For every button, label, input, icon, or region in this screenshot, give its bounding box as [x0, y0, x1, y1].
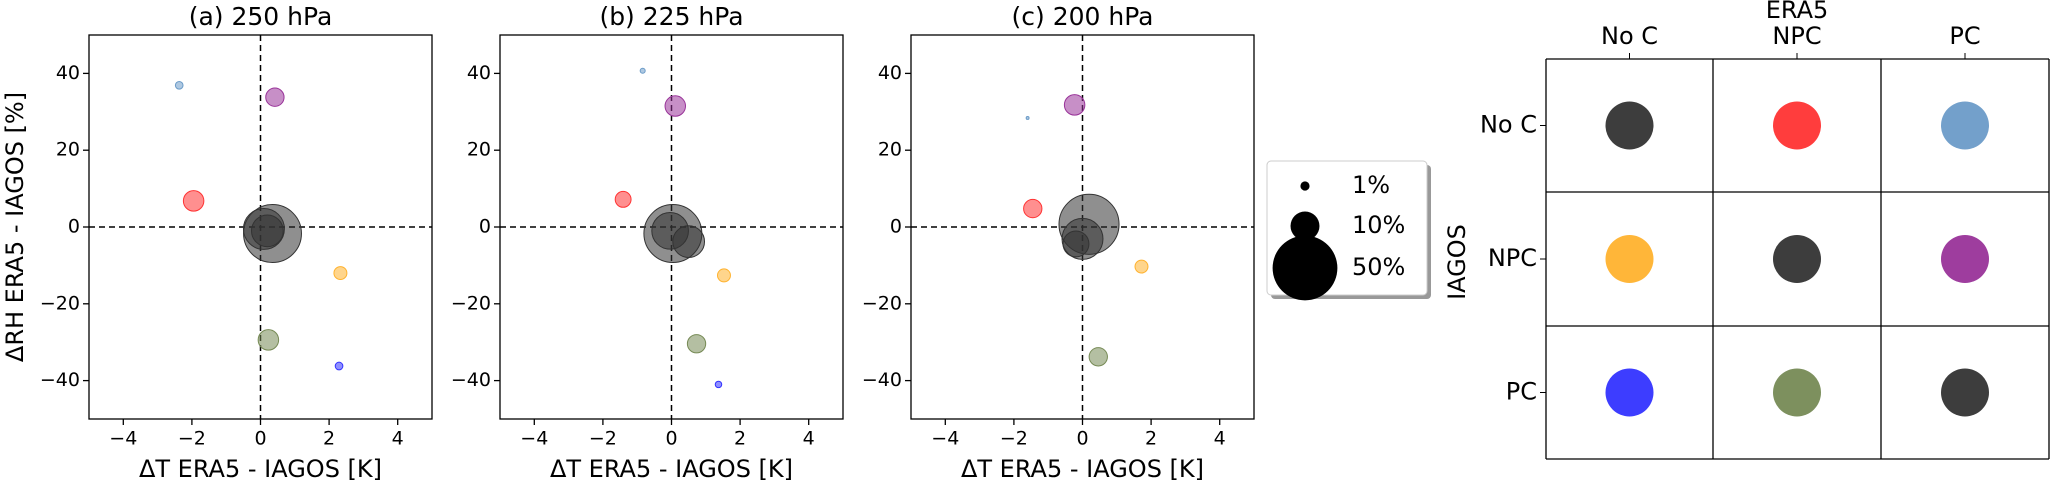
legend-label: 10%: [1352, 211, 1405, 239]
y-axis-label: ΔRH ERA5 - IAGOS [%]: [1, 92, 29, 362]
y-tick-label: −20: [40, 292, 80, 314]
matrix-swatch: [1773, 235, 1821, 283]
matrix-swatch: [1773, 101, 1821, 150]
point: [717, 268, 731, 283]
x-tick-label: 0: [1076, 428, 1088, 450]
point: [257, 329, 280, 351]
column-title: ERA5: [1766, 0, 1829, 24]
point: [1062, 230, 1090, 258]
legend-label: 1%: [1352, 171, 1390, 199]
point: [1063, 94, 1086, 116]
x-tick-label: −2: [1000, 428, 1028, 450]
point: [333, 266, 348, 281]
x-tick-label: −4: [931, 428, 959, 450]
point: [250, 214, 284, 248]
y-tick-label: 20: [467, 139, 491, 161]
matrix-swatch: [1941, 235, 1989, 283]
point: [334, 361, 344, 371]
x-tick-label: −2: [589, 428, 617, 450]
point: [1025, 115, 1030, 120]
x-tick-label: 0: [254, 428, 266, 450]
x-tick-label: 0: [665, 428, 677, 450]
point: [1023, 198, 1043, 219]
point: [614, 190, 632, 208]
x-tick-label: 2: [1145, 428, 1157, 450]
point: [182, 190, 205, 212]
y-tick-label: 0: [68, 216, 80, 238]
point: [664, 95, 687, 117]
column-label: No C: [1601, 22, 1658, 50]
y-tick-label: 40: [467, 62, 491, 84]
x-tick-label: 2: [323, 428, 335, 450]
point: [639, 67, 646, 74]
y-tick-label: −20: [862, 292, 902, 314]
chart-title: (b) 225 hPa: [599, 2, 743, 31]
y-tick-label: −40: [862, 369, 902, 391]
y-tick-label: 40: [878, 62, 902, 84]
point: [651, 212, 689, 250]
row-label: PC: [1506, 378, 1537, 406]
matrix-swatch: [1605, 235, 1654, 283]
y-tick-label: 0: [890, 216, 902, 238]
x-tick-label: 4: [803, 428, 815, 450]
x-tick-label: 4: [392, 428, 404, 450]
y-tick-label: −40: [451, 369, 491, 391]
chart-title: (c) 200 hPa: [1012, 2, 1154, 31]
column-label: NPC: [1772, 22, 1821, 50]
x-tick-label: −2: [178, 428, 206, 450]
row-title: IAGOS: [1443, 224, 1471, 300]
point: [1088, 347, 1108, 367]
x-axis-label: ΔT ERA5 - IAGOS [K]: [961, 455, 1204, 483]
x-axis-label: ΔT ERA5 - IAGOS [K]: [550, 455, 793, 483]
legend-label: 50%: [1352, 253, 1405, 281]
y-tick-label: −40: [40, 369, 80, 391]
y-tick-label: 20: [878, 139, 902, 161]
point: [265, 87, 285, 107]
x-axis-label: ΔT ERA5 - IAGOS [K]: [139, 455, 382, 483]
x-tick-label: 4: [1214, 428, 1226, 450]
x-tick-label: −4: [520, 428, 548, 450]
row-label: No C: [1480, 111, 1537, 139]
legend-marker: [1300, 181, 1310, 191]
matrix-swatch: [1605, 368, 1654, 417]
y-tick-label: 20: [56, 139, 80, 161]
point: [174, 80, 184, 90]
plot-frame: [499, 34, 844, 420]
y-tick-label: 0: [479, 216, 491, 238]
y-tick-label: −20: [451, 292, 491, 314]
chart-title: (a) 250 hPa: [189, 2, 333, 31]
point: [686, 334, 707, 354]
matrix-swatch: [1941, 101, 1989, 150]
matrix-swatch: [1941, 368, 1989, 417]
legend-marker: [1290, 211, 1320, 241]
plot-frame: [88, 34, 433, 420]
matrix-swatch: [1605, 101, 1654, 150]
point: [1134, 259, 1149, 274]
column-label: PC: [1949, 22, 1980, 50]
x-tick-label: −4: [109, 428, 137, 450]
point: [714, 380, 723, 389]
y-tick-label: 40: [56, 62, 80, 84]
legend-marker: [1272, 235, 1338, 301]
row-label: NPC: [1488, 244, 1537, 272]
plot-frame: [910, 34, 1255, 420]
matrix-swatch: [1773, 368, 1821, 417]
x-tick-label: 2: [734, 428, 746, 450]
